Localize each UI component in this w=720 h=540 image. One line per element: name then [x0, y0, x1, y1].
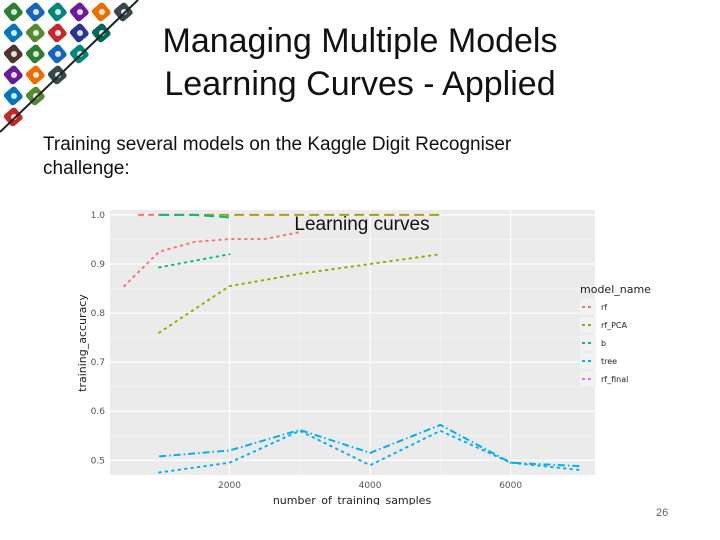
banner-tile-glyph-icon	[11, 72, 17, 78]
banner-tile-glyph-icon	[11, 93, 17, 99]
x-tick-label: 4000	[359, 481, 382, 491]
slide-title-line1: Managing Multiple Models	[162, 22, 558, 60]
legend-title: model_name	[580, 283, 651, 296]
banner-tile-glyph-icon	[11, 30, 17, 36]
y-tick-label: 0.9	[91, 260, 106, 270]
banner-tile-glyph-icon	[99, 9, 105, 15]
banner-tile-glyph-icon	[77, 51, 83, 57]
banner-tile-glyph-icon	[33, 51, 39, 57]
plot-panel	[110, 210, 595, 475]
banner-tile-glyph-icon	[55, 9, 61, 15]
slide-body-text: Training several models on the Kaggle Di…	[43, 134, 512, 179]
banner-tile-glyph-icon	[55, 30, 61, 36]
legend-label: tree	[601, 357, 617, 366]
banner-tile-glyph-icon	[33, 30, 39, 36]
chart-title: Learning curves	[294, 214, 429, 235]
banner-tile-glyph-icon	[77, 30, 83, 36]
y-tick-label: 1.0	[91, 211, 106, 221]
banner-tile-glyph-icon	[33, 72, 39, 78]
slide-title-line2: Learning Curves - Applied	[164, 65, 556, 103]
axis-ticks: 2000 4000 6000 0.5 0.6 0.7 0.8 0.9 1.0	[91, 211, 523, 491]
slide-title: Managing Multiple Models Learning Curves…	[60, 20, 660, 106]
corner-icon-banner	[0, 0, 139, 133]
page-number: 26	[656, 507, 669, 519]
banner-tile-glyph-icon	[11, 9, 17, 15]
learning-curves-chart: 2000 4000 6000 0.5 0.6 0.7 0.8 0.9 1.0 number_of…	[76, 210, 651, 505]
y-tick-label: 0.8	[91, 309, 106, 319]
legend-label: b	[601, 339, 606, 348]
legend-label: rf	[601, 303, 607, 312]
series-line-b	[159, 213, 230, 219]
x-tick-label: 6000	[499, 481, 522, 491]
legend-label: rf_PCA	[601, 321, 628, 330]
banner-tile-glyph-icon	[33, 9, 39, 15]
grid-lines	[110, 210, 595, 475]
series-line-tree	[158, 429, 582, 474]
legend-label: rf_final	[601, 375, 628, 384]
series-line-b	[158, 253, 231, 269]
y-tick-label: 0.7	[91, 358, 105, 368]
banner-tile-glyph-icon	[77, 9, 83, 15]
y-axis-label: training_accuracy	[76, 294, 89, 392]
series-line-tree	[159, 423, 581, 468]
y-tick-label: 0.6	[91, 407, 106, 417]
x-axis-label: number_of_training_samples	[273, 494, 432, 505]
y-tick-label: 0.5	[91, 456, 105, 466]
x-tick-label: 2000	[218, 481, 241, 491]
series-line-rf-PCA	[158, 253, 442, 334]
banner-tile-glyph-icon	[55, 51, 61, 57]
series-lines	[123, 213, 582, 474]
banner-tile-glyph-icon	[11, 51, 17, 57]
series-line-rf	[123, 231, 301, 288]
banner-tile-glyph-icon	[55, 72, 61, 78]
